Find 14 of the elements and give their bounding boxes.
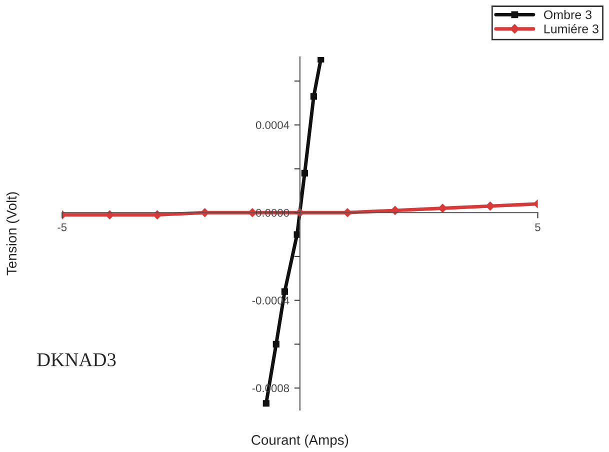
x-tick-label: 5 bbox=[535, 223, 540, 232]
legend-label: Lumiére 3 bbox=[544, 24, 598, 34]
point bbox=[310, 93, 318, 100]
point bbox=[301, 170, 308, 176]
annotation: DKNAD3 bbox=[37, 353, 116, 366]
x-axis-title: Courant (Amps) bbox=[252, 434, 348, 448]
x-tick-label: -5 bbox=[58, 223, 67, 232]
point bbox=[262, 400, 270, 407]
legend-label: Ombre 3 bbox=[544, 10, 592, 20]
point bbox=[318, 56, 324, 62]
point bbox=[281, 288, 288, 295]
y-axis-title: Tension (Volt) bbox=[6, 192, 20, 276]
y-tick-label: 0.0004 bbox=[256, 121, 290, 130]
point bbox=[272, 340, 280, 348]
